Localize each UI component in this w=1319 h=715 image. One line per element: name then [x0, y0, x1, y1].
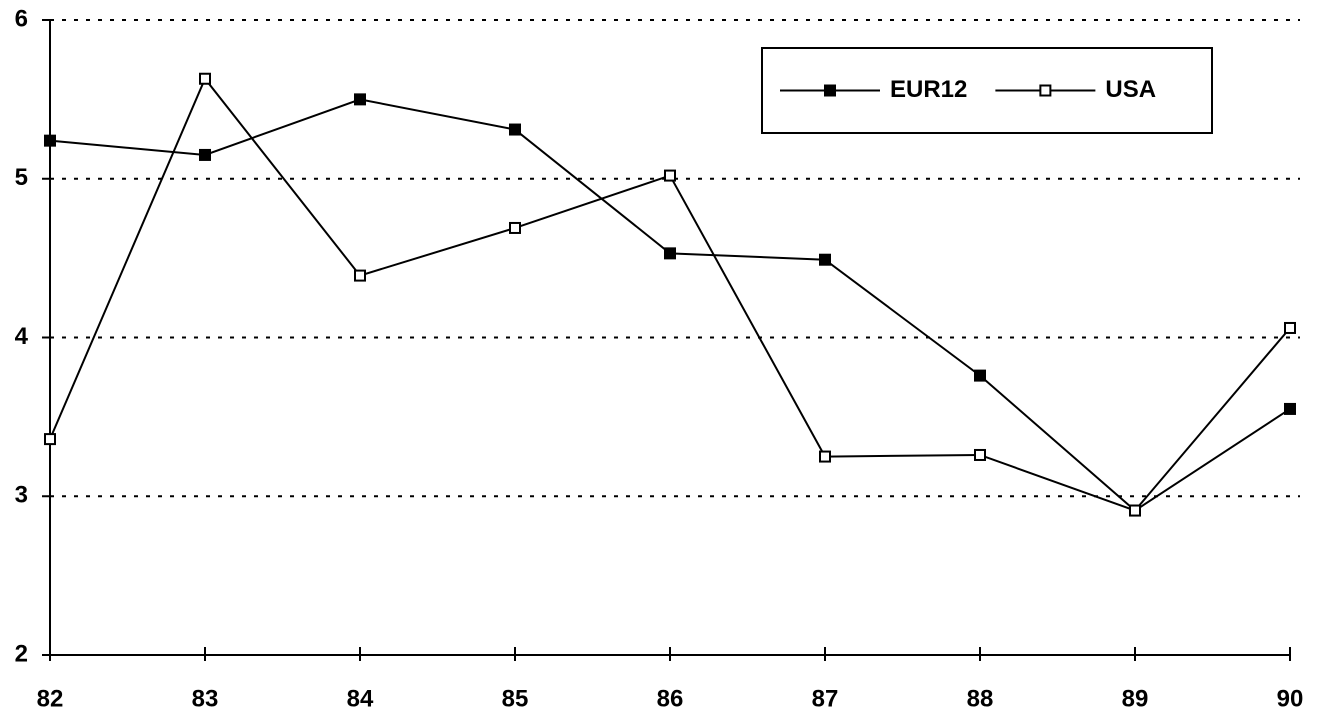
data-point	[1129, 504, 1141, 517]
data-point	[44, 134, 56, 147]
legend-label: USA	[1105, 76, 1156, 103]
legend-label: EUR12	[890, 76, 967, 103]
data-point	[664, 247, 676, 260]
data-point	[509, 123, 521, 136]
legend-marker	[1039, 84, 1052, 97]
y-tick-label: 4	[15, 323, 29, 350]
legend-marker	[824, 84, 836, 97]
series-line	[49, 98, 1291, 512]
x-tick-label: 87	[812, 685, 839, 712]
data-point	[509, 221, 521, 234]
data-point	[1284, 402, 1296, 415]
y-tick-label: 6	[15, 5, 28, 32]
data-point	[664, 169, 676, 182]
x-tick-label: 88	[967, 685, 994, 712]
data-point	[1284, 321, 1296, 334]
x-tick-label: 84	[347, 685, 374, 712]
data-point	[354, 93, 366, 106]
data-point	[44, 433, 56, 446]
data-point	[974, 369, 986, 382]
data-point	[974, 448, 986, 461]
data-point	[819, 253, 831, 266]
x-tick-label: 83	[192, 685, 219, 712]
y-tick-label: 2	[15, 640, 28, 667]
y-tick-label: 5	[15, 164, 28, 191]
x-tick-label: 82	[37, 685, 64, 712]
x-tick-label: 90	[1277, 685, 1304, 712]
data-point	[354, 269, 366, 282]
data-point	[819, 450, 831, 463]
legend: EUR12 USA	[761, 47, 1213, 134]
x-tick-label: 85	[502, 685, 529, 712]
data-point	[199, 148, 211, 161]
data-point	[199, 72, 211, 85]
x-tick-label: 86	[657, 685, 684, 712]
x-tick-label: 89	[1122, 685, 1149, 712]
y-tick-label: 3	[15, 482, 28, 509]
